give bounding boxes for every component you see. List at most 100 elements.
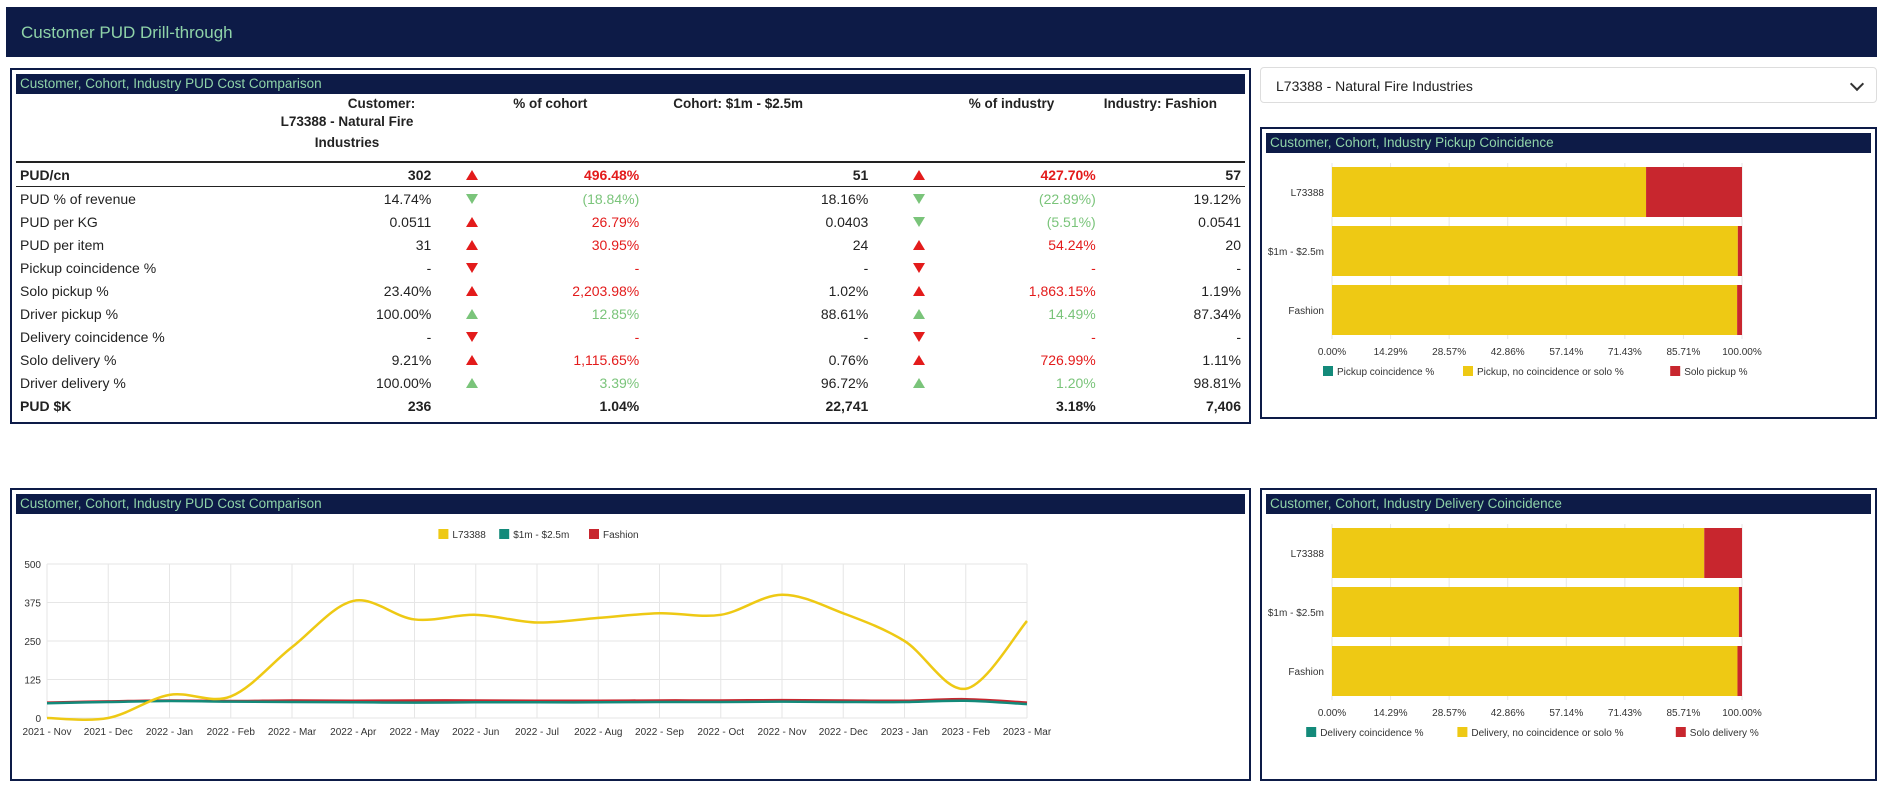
- customer-value: 31: [415, 236, 432, 253]
- y-tick-label: $1m - $2.5m: [1268, 247, 1324, 258]
- x-tick-label: 2023 - Jan: [881, 727, 928, 738]
- industry-value: -: [1236, 259, 1241, 276]
- total-row: PUD $K 236 1.04% 22,741 3.18% 7,406: [16, 394, 1245, 417]
- legend-swatch: [1457, 727, 1468, 737]
- industry-trend-icon: [872, 210, 965, 233]
- legend-label: Solo delivery %: [1690, 728, 1759, 739]
- bar-segment: [1332, 587, 1739, 637]
- industry-value: -: [1236, 328, 1241, 345]
- triangle-down-icon: [912, 216, 925, 227]
- customer-label: Customer:: [347, 96, 416, 111]
- legend-label: L73388: [452, 530, 486, 541]
- x-tick-label: 0.00%: [1318, 708, 1346, 719]
- x-tick-label: 71.43%: [1608, 347, 1642, 358]
- industry-value: 1.19%: [1201, 282, 1241, 299]
- industry-value: 57: [1099, 161, 1245, 187]
- pickup-coincidence-chart: 0.00% 14.29% 28.57% 42.86% 57.14% 71.43% 85.71…: [1268, 163, 1762, 378]
- bar-segment: [1737, 226, 1742, 276]
- cohort-trend-icon: [435, 256, 509, 279]
- y-tick-label: 250: [24, 637, 41, 648]
- pct-industry-value: 14.49%: [1048, 305, 1096, 322]
- bar-segment: [1737, 285, 1742, 335]
- triangle-down-icon: [912, 262, 925, 273]
- row-label: Solo delivery %: [20, 351, 117, 368]
- bar-segment: [1332, 646, 1738, 696]
- legend-swatch: [1670, 366, 1681, 376]
- y-tick-label: 500: [24, 560, 41, 571]
- series-line: [46, 593, 1028, 721]
- x-tick-label: 2022 - Nov: [758, 727, 807, 738]
- cohort-trend-icon: [435, 371, 509, 394]
- industry-trend-icon: [872, 302, 965, 325]
- x-tick-label: 28.57%: [1432, 708, 1466, 719]
- x-tick-label: 57.14%: [1549, 708, 1583, 719]
- row-label: Pickup coincidence %: [20, 259, 157, 276]
- pct-cohort-value: 2,203.98%: [572, 282, 640, 299]
- pct-industry-value: -: [1091, 259, 1096, 276]
- customer-value: 100.00%: [376, 305, 432, 322]
- triangle-up-icon: [466, 216, 479, 227]
- panel-title: Customer, Cohort, Industry Delivery Coin…: [1266, 494, 1871, 514]
- legend-swatch: [1463, 366, 1473, 376]
- x-tick-label: 2023 - Feb: [942, 727, 991, 738]
- customer-select[interactable]: L73388 - Natural Fire Industries: [1260, 67, 1877, 103]
- series-line: [46, 699, 1028, 706]
- cohort-value: 0.76%: [828, 351, 869, 368]
- delivery-coincidence-chart: 0.00% 14.29% 28.57% 42.86% 57.14% 71.43% 85.71…: [1268, 524, 1762, 739]
- cohort-trend-icon: [435, 187, 509, 211]
- x-tick-label: 2022 - Sep: [635, 727, 684, 738]
- row-label: Delivery coincidence %: [20, 328, 165, 345]
- x-tick-label: 100.00%: [1722, 347, 1762, 358]
- bar-segment: [1646, 167, 1742, 217]
- cohort-value: 24: [852, 236, 869, 253]
- industry-header: Industry: Fashion: [1103, 96, 1217, 111]
- pct-cohort-value: -: [634, 259, 640, 276]
- table-row: PUD % of revenue 14.74% (18.84%) 18.16% (22.…: [16, 187, 1245, 211]
- legend-swatch: [438, 529, 449, 539]
- industry-trend-icon: [872, 371, 965, 394]
- x-tick-label: 2021 - Dec: [84, 727, 133, 738]
- legend-label: Pickup, no coincidence or solo %: [1477, 367, 1624, 378]
- customer-value: 23.40%: [383, 282, 432, 299]
- triangle-up-icon: [466, 285, 479, 296]
- customer-select-value: L73388 - Natural Fire Industries: [1276, 78, 1473, 94]
- customer-name: L73388 - Natural Fire Industries: [280, 114, 414, 150]
- industry-trend-icon: [872, 233, 965, 256]
- cohort-value: 96.72%: [820, 374, 869, 391]
- legend-swatch: [1306, 727, 1317, 737]
- x-tick-label: 2022 - Aug: [574, 727, 622, 738]
- pct-industry-header: % of industry: [968, 96, 1055, 111]
- row-label: PUD $K: [20, 397, 72, 414]
- pct-industry-value: 54.24%: [1048, 236, 1096, 253]
- y-tick-label: Fashion: [1288, 667, 1324, 678]
- pct-industry-value: 1.20%: [1056, 374, 1096, 391]
- customer-value: 100.00%: [376, 374, 432, 391]
- legend-swatch: [1675, 727, 1686, 737]
- pct-cohort-value: 1,115.65%: [573, 351, 640, 368]
- x-tick-label: 2022 - Feb: [207, 727, 256, 738]
- row-label: Driver delivery %: [20, 374, 126, 391]
- bar-segment: [1738, 587, 1742, 637]
- pickup-coincidence-panel: Customer, Cohort, Industry Pickup Coinci…: [1260, 127, 1877, 419]
- industry-trend-icon: [872, 161, 965, 187]
- row-label: PUD % of revenue: [20, 190, 136, 207]
- table-row: Delivery coincidence % - - - - -: [16, 325, 1245, 348]
- cohort-value: 22,741: [825, 397, 869, 414]
- pct-industry-value: 3.18%: [1056, 397, 1096, 414]
- x-tick-label: 2022 - Jul: [515, 727, 559, 738]
- table-row: PUD per item 31 30.95% 24 54.24% 20: [16, 233, 1245, 256]
- row-label: Driver pickup %: [20, 305, 119, 322]
- industry-value: 0.0541: [1198, 213, 1241, 230]
- x-tick-label: 42.86%: [1491, 708, 1525, 719]
- bar-segment: [1332, 285, 1738, 335]
- customer-value: 302: [248, 161, 436, 187]
- cost-comparison-table-panel: Customer, Cohort, Industry PUD Cost Comp…: [10, 68, 1251, 424]
- chevron-down-icon[interactable]: [1849, 76, 1865, 92]
- legend-label: $1m - $2.5m: [513, 530, 569, 541]
- cohort-trend-icon: [435, 348, 509, 371]
- legend-label: Solo pickup %: [1684, 367, 1747, 378]
- table-row: Driver pickup % 100.00% 12.85% 88.61% 14.49%…: [16, 302, 1245, 325]
- x-tick-label: 2023 - Mar: [1003, 727, 1052, 738]
- table-row: Pickup coincidence % - - - - -: [16, 256, 1245, 279]
- row-label: PUD per KG: [20, 213, 98, 230]
